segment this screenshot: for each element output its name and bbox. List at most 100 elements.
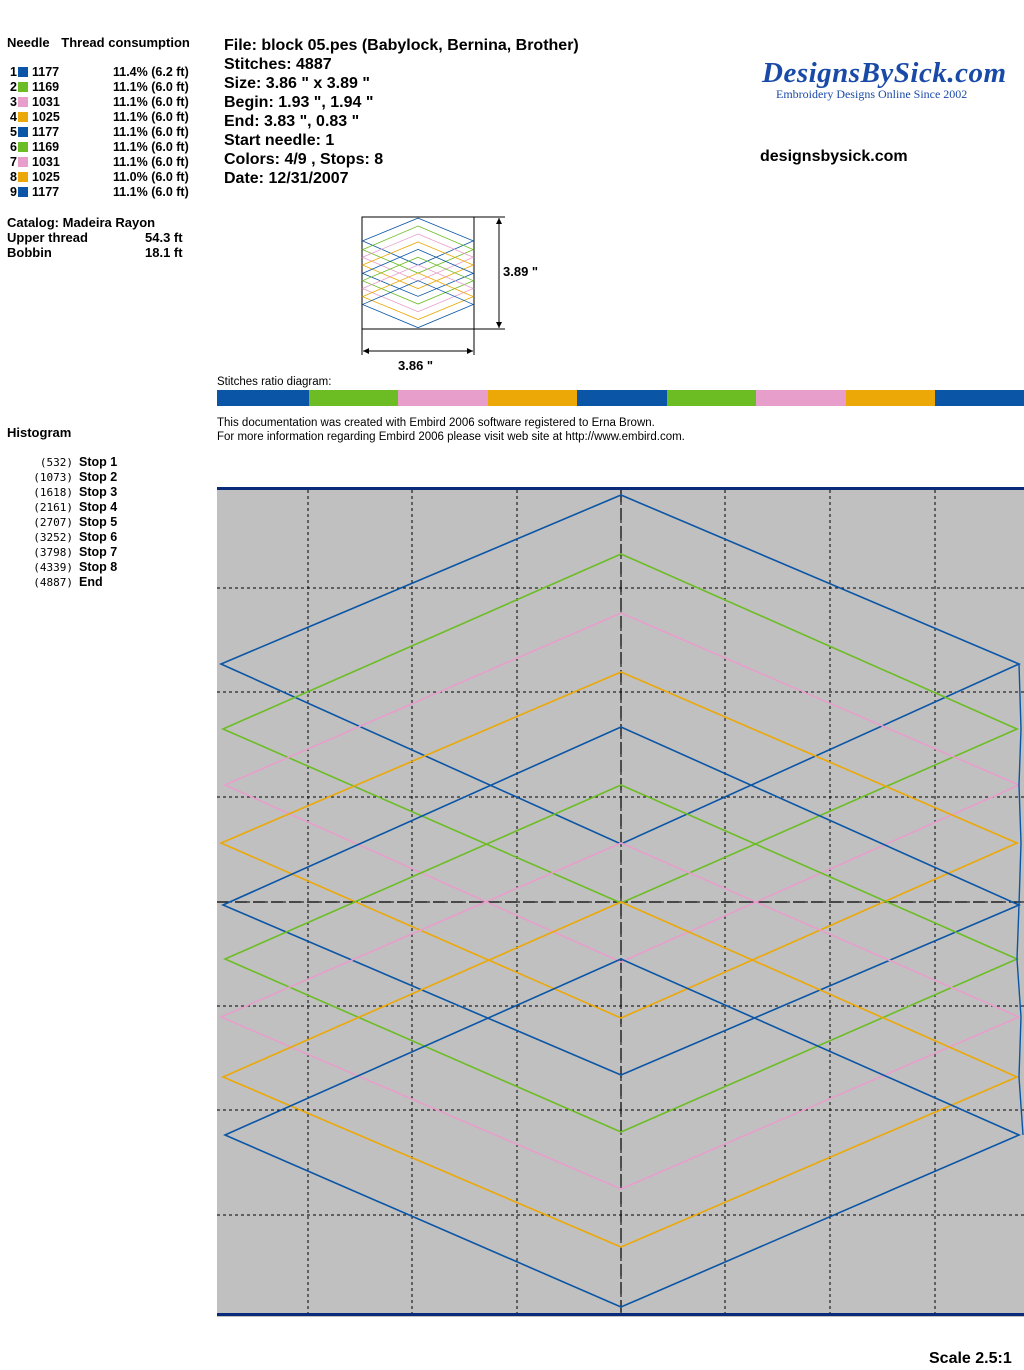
site-url: designsbysick.com: [760, 148, 908, 165]
stitch-diamond: [218, 842, 1022, 1190]
file-info: File: block 05.pes (Babylock, Bernina, B…: [224, 36, 579, 188]
needle-row: 6 1169 11.1% (6.0 ft): [7, 140, 189, 155]
width-dimension-label: 3.86 ": [398, 358, 434, 373]
thread-consumption: 11.1% (6.0 ft): [113, 80, 189, 94]
catalog-title: Catalog: Madeira Rayon: [7, 215, 156, 230]
thread-color-swatch: [18, 82, 28, 92]
histogram-stitch-count: (532): [39, 456, 73, 469]
thread-code: 1025: [32, 170, 60, 184]
thread-consumption: 11.4% (6.2 ft): [113, 65, 189, 79]
bobbin-value: 18.1 ft: [145, 245, 183, 260]
start-needle: Start needle: 1: [224, 132, 335, 149]
stitch-diamond: [218, 494, 1021, 845]
thumbnail-diamond: [361, 248, 475, 297]
thread-consumption: 11.1% (6.0 ft): [113, 155, 189, 169]
needle-row: 8 1025 11.0% (6.0 ft): [7, 170, 189, 185]
upper-thread-row: Upper thread 54.3 ft: [7, 230, 183, 245]
histogram-stop-label: Stop 3: [79, 485, 118, 499]
histogram-stitch-count: (2161): [33, 501, 73, 514]
needle-column-label: Needle: [7, 35, 50, 50]
histogram-stop-label: Stop 1: [79, 455, 118, 469]
bobbin-row: Bobbin 18.1 ft: [7, 245, 183, 260]
thread-code: 1177: [32, 65, 60, 79]
colors-stops: Colors: 4/9 , Stops: 8: [224, 151, 384, 168]
thread-catalog: Catalog: Madeira Rayon Upper thread 54.3…: [7, 215, 183, 260]
histogram-stop-label: Stop 4: [79, 500, 118, 514]
histogram-stop-label: Stop 7: [79, 545, 118, 559]
ratio-segment: [934, 390, 1024, 406]
thread-code: 1177: [32, 185, 60, 199]
upper-thread-label: Upper thread: [7, 230, 88, 245]
needle-row: 9 1177 11.1% (6.0 ft): [7, 185, 189, 200]
canvas-grid: [217, 490, 1024, 1313]
stitch-diamond: [220, 901, 1020, 1248]
thumbnail-artwork: [361, 217, 475, 329]
design-size: Size: 3.86 " x 3.89 ": [224, 75, 370, 92]
needle-number: 9: [10, 185, 17, 199]
thread-color-swatch: [18, 142, 28, 152]
thread-consumption: 11.1% (6.0 ft): [113, 125, 189, 139]
thread-color-swatch: [18, 157, 28, 167]
ratio-segment: [756, 390, 846, 406]
thumbnail-diamond: [361, 241, 475, 290]
thread-color-swatch: [18, 127, 28, 137]
thread-code: 1169: [32, 80, 60, 94]
file-date: Date: 12/31/2007: [224, 170, 349, 187]
histogram-stitch-count: (1618): [33, 486, 73, 499]
histogram-title: Histogram: [7, 425, 72, 440]
thread-code: 1177: [32, 125, 60, 139]
needle-list: 1 1177 11.4% (6.2 ft) 2 1169 11.1% (6.0 ft) 3 1…: [7, 65, 189, 200]
thumbnail-diamond: [361, 272, 475, 320]
needle-row: 4 1025 11.1% (6.0 ft): [7, 110, 189, 125]
needle-number: 7: [10, 155, 17, 169]
thread-color-swatch: [18, 67, 28, 77]
end-point: End: 3.83 ", 0.83 ": [224, 113, 360, 130]
histogram-stop-label: Stop 6: [79, 530, 118, 544]
logo-tagline: Embroidery Designs Online Since 2002: [776, 87, 968, 101]
thread-consumption: 11.1% (6.0 ft): [113, 140, 189, 154]
ratio-segment: [845, 390, 935, 406]
needle-number: 8: [10, 170, 17, 184]
histogram-stop-label: Stop 2: [79, 470, 118, 484]
design-artwork: [218, 494, 1024, 1308]
thread-code: 1169: [32, 140, 60, 154]
ratio-segment: [308, 390, 399, 406]
thread-consumption: 11.1% (6.0 ft): [113, 95, 189, 109]
stitch-count: Stitches: 4887: [224, 56, 332, 73]
histogram-stitch-count: (4339): [33, 561, 73, 574]
logo-wordmark: DesignsBySick.com: [762, 57, 1007, 89]
begin-point: Begin: 1.93 ", 1.94 ": [224, 94, 374, 111]
histogram-stitch-count: (4887): [33, 576, 73, 589]
thread-consumption: 11.1% (6.0 ft): [113, 110, 189, 124]
thread-color-swatch: [18, 97, 28, 107]
documentation-note: This documentation was created with Embi…: [217, 416, 685, 444]
needle-row: 2 1169 11.1% (6.0 ft): [7, 80, 189, 95]
stitch-diamond: [223, 784, 1019, 1133]
ratio-segment: [487, 390, 578, 406]
histogram-stop-label: Stop 5: [79, 515, 118, 529]
stitch-diamond: [218, 671, 1019, 1019]
needle-number: 3: [10, 95, 17, 109]
thumbnail-diamond: [361, 256, 475, 305]
design-canvas: [217, 487, 1024, 1317]
histogram-stop-label: End: [79, 575, 103, 589]
ratio-segment: [398, 390, 488, 406]
stitch-diamond: [221, 553, 1019, 904]
thread-code: 1025: [32, 110, 60, 124]
thread-code: 1031: [32, 95, 60, 109]
ratio-segment: [577, 390, 667, 406]
thread-consumption: 11.0% (6.0 ft): [113, 170, 189, 184]
needle-number: 2: [10, 80, 17, 94]
needle-row: 7 1031 11.1% (6.0 ft): [7, 155, 189, 170]
needle-row: 1 1177 11.4% (6.2 ft): [7, 65, 189, 80]
needle-row: 5 1177 11.1% (6.0 ft): [7, 125, 189, 140]
thread-code: 1031: [32, 155, 60, 169]
ratio-segment: [666, 390, 757, 406]
thumbnail-diamond: [361, 264, 475, 313]
file-name: File: block 05.pes (Babylock, Bernina, B…: [224, 37, 579, 54]
needle-number: 6: [10, 140, 17, 154]
upper-thread-value: 54.3 ft: [145, 230, 183, 245]
stitch-diamond: [223, 958, 1021, 1308]
stitch-diamond: [221, 726, 1021, 1076]
thread-consumption: 11.1% (6.0 ft): [113, 185, 189, 199]
